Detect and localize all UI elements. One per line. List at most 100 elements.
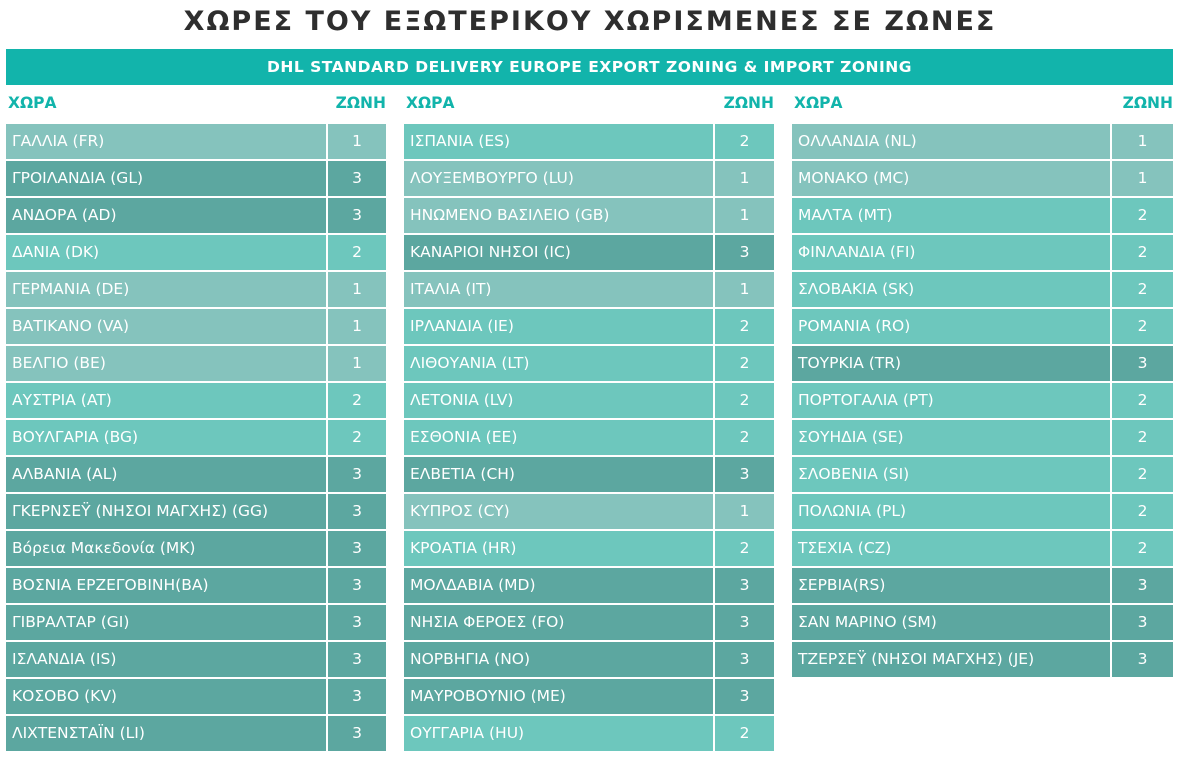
table-row: ΔΑΝΙΑ (DK) 2 — [6, 235, 386, 270]
table-row: ΣΛΟΒΑΚΙΑ (SK) 2 — [792, 272, 1173, 307]
zone-cell: 1 — [328, 272, 386, 307]
table-row: ΕΛΒΕΤΙΑ (CH) 3 — [404, 457, 774, 492]
table-row: ΛΕΤΟΝΙΑ (LV) 2 — [404, 383, 774, 418]
table-row: ΦΙΝΛΑΝΔΙΑ (FI) 2 — [792, 235, 1173, 270]
table-row: ΚΟΣΟΒΟ (KV) 3 — [6, 679, 386, 714]
country-cell: ΝΟΡΒΗΓΙΑ (NO) — [404, 642, 713, 677]
header-country: ΧΩΡΑ — [406, 94, 455, 112]
table-row: ΣΑΝ ΜΑΡΙΝΟ (SM) 3 — [792, 605, 1173, 640]
table-row: ΠΟΡΤΟΓΑΛΙΑ (PT) 2 — [792, 383, 1173, 418]
zone-cell: 2 — [715, 309, 774, 344]
zone-cell: 1 — [328, 124, 386, 159]
zone-table-column-1: ΧΩΡΑ ΖΩΝΗ ΓΑΛΛΙΑ (FR) 1 ΓΡΟΙΛΑΝΔΙΑ (GL) 3 ΑΝ… — [6, 92, 386, 753]
zone-cell: 2 — [1112, 457, 1173, 492]
table-row: ΤΖΕΡΣΕΫ (ΝΗΣΟΙ ΜΑΓΧΗΣ) (JE) 3 — [792, 642, 1173, 677]
zone-cell: 3 — [715, 568, 774, 603]
country-cell: ΒΕΛΓΙΟ (BE) — [6, 346, 326, 381]
table-row: ΑΥΣΤΡΙΑ (AT) 2 — [6, 383, 386, 418]
country-cell: ΣΛΟΒΕΝΙΑ (SI) — [792, 457, 1110, 492]
table-row: ΙΡΛΑΝΔΙΑ (IE) 2 — [404, 309, 774, 344]
table-row: ΣΟΥΗΔΙΑ (SE) 2 — [792, 420, 1173, 455]
country-cell: ΕΣΘΟΝΙΑ (EE) — [404, 420, 713, 455]
header-country: ΧΩΡΑ — [8, 94, 57, 112]
zone-cell: 2 — [715, 346, 774, 381]
table-row: ΜΟΝΑΚΟ (MC) 1 — [792, 161, 1173, 196]
country-cell: ΒΟΣΝΙΑ ΕΡΖΕΓΟΒΙΝΗ(BA) — [6, 568, 326, 603]
zone-cell: 2 — [1112, 420, 1173, 455]
country-cell: ΜΑΛΤΑ (MT) — [792, 198, 1110, 233]
zone-cell: 2 — [1112, 309, 1173, 344]
zone-cell: 2 — [715, 420, 774, 455]
zone-cell: 3 — [1112, 642, 1173, 677]
table-row: ΓΚΕΡΝΣΕΫ (ΝΗΣΟΙ ΜΑΓΧΗΣ) (GG) 3 — [6, 494, 386, 529]
zone-cell: 2 — [1112, 531, 1173, 566]
table-row: ΓΙΒΡΑΛΤΑΡ (GI) 3 — [6, 605, 386, 640]
table-row: ΜΑΥΡΟΒΟΥΝΙΟ (ME) 3 — [404, 679, 774, 714]
zone-cell: 3 — [328, 716, 386, 751]
zone-cell: 3 — [328, 568, 386, 603]
header-country: ΧΩΡΑ — [794, 94, 843, 112]
header-zone: ΖΩΝΗ — [723, 94, 774, 112]
table-row: ΛΙΧΤΕΝΣΤΑΪΝ (LI) 3 — [6, 716, 386, 751]
country-cell: ΡΟΜΑΝΙΑ (RO) — [792, 309, 1110, 344]
table-row: ΣΕΡΒΙΑ(RS) 3 — [792, 568, 1173, 603]
zone-cell: 3 — [715, 235, 774, 270]
zone-cell: 2 — [328, 383, 386, 418]
zone-cell: 3 — [715, 679, 774, 714]
country-cell: ΕΛΒΕΤΙΑ (CH) — [404, 457, 713, 492]
table-header: ΧΩΡΑ ΖΩΝΗ — [404, 92, 774, 116]
table-row: ΒΕΛΓΙΟ (BE) 1 — [6, 346, 386, 381]
header-zone: ΖΩΝΗ — [1122, 94, 1173, 112]
zone-cell: 3 — [715, 642, 774, 677]
zone-cell: 3 — [1112, 568, 1173, 603]
country-cell: ΤΟΥΡΚΙΑ (TR) — [792, 346, 1110, 381]
country-cell: ΙΣΠΑΝΙΑ (ES) — [404, 124, 713, 159]
country-cell: ΙΣΛΑΝΔΙΑ (IS) — [6, 642, 326, 677]
zone-table-column-2: ΧΩΡΑ ΖΩΝΗ ΙΣΠΑΝΙΑ (ES) 2 ΛΟΥΞΕΜΒΟΥΡΓΟ (LU)… — [404, 92, 774, 753]
table-row: ΛΙΘΟΥΑΝΙΑ (LT) 2 — [404, 346, 774, 381]
country-cell: ΓΑΛΛΙΑ (FR) — [6, 124, 326, 159]
country-cell: ΙΡΛΑΝΔΙΑ (IE) — [404, 309, 713, 344]
table-row: ΙΣΛΑΝΔΙΑ (IS) 3 — [6, 642, 386, 677]
country-cell: ΟΥΓΓΑΡΙΑ (HU) — [404, 716, 713, 751]
country-cell: ΑΝΔΟΡΑ (AD) — [6, 198, 326, 233]
country-cell: ΓΚΕΡΝΣΕΫ (ΝΗΣΟΙ ΜΑΓΧΗΣ) (GG) — [6, 494, 326, 529]
country-cell: ΜΟΝΑΚΟ (MC) — [792, 161, 1110, 196]
page-title: ΧΩΡΕΣ ΤΟΥ ΕΞΩΤΕΡΙΚΟΥ ΧΩΡΙΣΜΕΝΕΣ ΣΕ ΖΩΝΕΣ — [183, 6, 997, 37]
country-cell: ΔΑΝΙΑ (DK) — [6, 235, 326, 270]
table-row: ΗΝΩΜΕΝΟ ΒΑΣΙΛΕΙΟ (GB) 1 — [404, 198, 774, 233]
zone-table-column-3: ΧΩΡΑ ΖΩΝΗ ΟΛΛΑΝΔΙΑ (NL) 1 ΜΟΝΑΚΟ (MC) 1 ΜΑΛΤ… — [792, 92, 1173, 679]
table-row: ΟΥΓΓΑΡΙΑ (HU) 2 — [404, 716, 774, 751]
country-cell: ΓΡΟΙΛΑΝΔΙΑ (GL) — [6, 161, 326, 196]
country-cell: ΛΕΤΟΝΙΑ (LV) — [404, 383, 713, 418]
table-rows: ΟΛΛΑΝΔΙΑ (NL) 1 ΜΟΝΑΚΟ (MC) 1 ΜΑΛΤΑ (MT) 2 ΦΙΝ… — [792, 124, 1173, 677]
table-row: Βόρεια Μακεδονία (MK) 3 — [6, 531, 386, 566]
zone-cell: 2 — [1112, 235, 1173, 270]
banner: DHL STANDARD DELIVERY EUROPE EXPORT ZONI… — [6, 49, 1173, 85]
country-cell: ΗΝΩΜΕΝΟ ΒΑΣΙΛΕΙΟ (GB) — [404, 198, 713, 233]
country-cell: ΜΑΥΡΟΒΟΥΝΙΟ (ME) — [404, 679, 713, 714]
table-row: ΣΛΟΒΕΝΙΑ (SI) 2 — [792, 457, 1173, 492]
country-cell: Βόρεια Μακεδονία (MK) — [6, 531, 326, 566]
table-row: ΟΛΛΑΝΔΙΑ (NL) 1 — [792, 124, 1173, 159]
table-rows: ΓΑΛΛΙΑ (FR) 1 ΓΡΟΙΛΑΝΔΙΑ (GL) 3 ΑΝΔΟΡΑ (AD) 3… — [6, 124, 386, 751]
zone-cell: 2 — [328, 235, 386, 270]
zone-cell: 2 — [1112, 494, 1173, 529]
country-cell: ΣΟΥΗΔΙΑ (SE) — [792, 420, 1110, 455]
country-cell: ΠΟΡΤΟΓΑΛΙΑ (PT) — [792, 383, 1110, 418]
table-row: ΕΣΘΟΝΙΑ (EE) 2 — [404, 420, 774, 455]
table-row: ΤΟΥΡΚΙΑ (TR) 3 — [792, 346, 1173, 381]
table-row: ΡΟΜΑΝΙΑ (RO) 2 — [792, 309, 1173, 344]
zone-cell: 1 — [1112, 161, 1173, 196]
country-cell: ΛΙΧΤΕΝΣΤΑΪΝ (LI) — [6, 716, 326, 751]
zone-cell: 1 — [715, 494, 774, 529]
table-row: ΓΕΡΜΑΝΙΑ (DE) 1 — [6, 272, 386, 307]
table-row: ΒΟΣΝΙΑ ΕΡΖΕΓΟΒΙΝΗ(BA) 3 — [6, 568, 386, 603]
table-row: ΙΤΑΛΙΑ (IT) 1 — [404, 272, 774, 307]
country-cell: ΑΥΣΤΡΙΑ (AT) — [6, 383, 326, 418]
country-cell: ΚΡΟΑΤΙΑ (HR) — [404, 531, 713, 566]
country-cell: ΠΟΛΩΝΙΑ (PL) — [792, 494, 1110, 529]
table-row: ΙΣΠΑΝΙΑ (ES) 2 — [404, 124, 774, 159]
country-cell: ΦΙΝΛΑΝΔΙΑ (FI) — [792, 235, 1110, 270]
country-cell: ΙΤΑΛΙΑ (IT) — [404, 272, 713, 307]
